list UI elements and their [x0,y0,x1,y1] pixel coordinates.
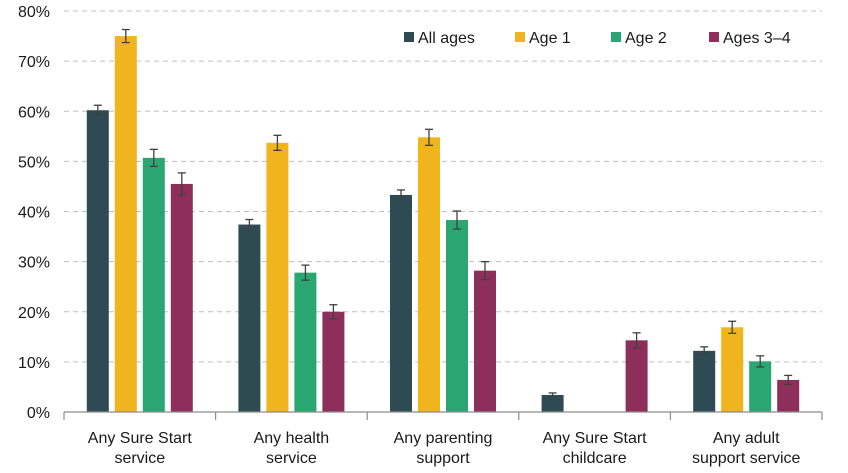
category-label: support service [692,450,801,467]
bar [142,157,165,412]
y-tick-label: 10% [18,355,50,372]
bar [266,142,289,413]
error-bar [329,304,338,320]
bar [170,183,193,412]
error-bar [397,189,405,201]
bar [749,361,772,412]
bar [693,350,716,412]
legend-label: Ages 3–4 [723,30,791,47]
error-bar [700,346,709,356]
y-axis-tick-labels: 0% 10% 20% 30% 40% 50% 60% 70% 80% [18,4,50,422]
error-bar [756,355,765,368]
error-bar [149,148,158,168]
error-bar [481,260,489,281]
legend-label: Age 2 [625,30,667,47]
category-label: service [266,450,317,467]
legend-swatch [709,32,719,42]
error-bar [121,28,130,44]
y-tick-label: 30% [18,255,50,272]
category-label: childcare [563,450,627,467]
legend-item: Age 1 [515,30,571,47]
bar [777,379,800,412]
bar [474,270,496,412]
legend-swatch [404,32,414,42]
legend-swatch [515,32,525,42]
legend-item: Ages 3–4 [709,30,791,47]
error-bar [784,374,793,386]
y-tick-label: 50% [18,154,50,171]
category-label: service [114,450,165,467]
legend-swatch [611,32,621,42]
error-bar [245,218,254,231]
legend: All ages Age 1 Age 2 Ages 3–4 [404,30,791,47]
category-label: Any health [254,430,330,447]
bars [86,36,800,413]
x-axis [63,411,823,420]
bar [390,194,412,412]
legend-label: Age 1 [529,30,571,47]
category-label: Any adult [713,430,780,447]
category-label: Any Sure Start [88,430,193,447]
error-bar [548,392,557,398]
bar [114,36,137,412]
bar [294,272,317,412]
category-labels: Any Sure Start service Any health service An… [88,430,801,467]
bar [625,340,648,412]
y-tick-label: 60% [18,104,50,121]
y-tick-label: 0% [27,405,50,422]
error-bar [728,320,737,334]
error-bar [453,210,461,230]
bar [446,220,468,412]
error-bar [425,128,433,146]
error-bar [93,104,102,116]
y-tick-label: 40% [18,205,50,222]
y-tick-label: 70% [18,54,50,71]
bar [86,110,109,412]
legend-item: Age 2 [611,30,667,47]
error-bar [301,264,310,281]
legend-label: All ages [418,30,475,47]
bar [322,311,345,412]
bar [418,137,440,412]
category-label: Any Sure Start [543,430,648,447]
legend-item: All ages [404,30,475,47]
category-label: support [416,450,470,467]
bar [238,224,261,412]
bar [541,394,564,412]
error-bar [177,172,186,196]
error-bar [632,332,641,349]
bar [721,327,744,412]
y-tick-label: 80% [18,4,50,21]
y-tick-label: 20% [18,305,50,322]
error-bar [273,134,282,151]
error-bars [93,28,793,398]
category-label: Any parenting [394,430,493,447]
